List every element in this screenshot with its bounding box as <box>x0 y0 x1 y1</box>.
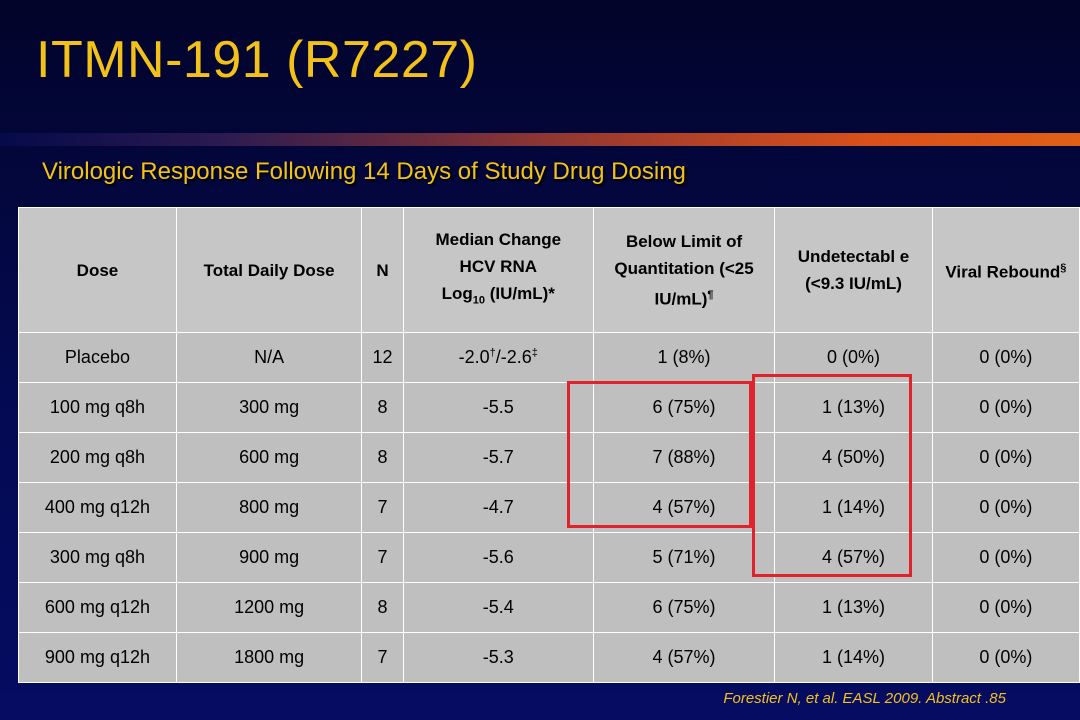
cell-n: 8 <box>361 382 404 433</box>
header-below-limit-sup: ¶ <box>707 288 714 301</box>
cell-total: 600 mg <box>175 432 363 483</box>
cell-rebound: 0 (0%) <box>931 532 1080 583</box>
table-row: 300 mg q8h 900 mg 7 -5.6 5 (71%) 4 (57%)… <box>18 532 1080 583</box>
table-row: 100 mg q8h 300 mg 8 -5.5 6 (75%) 1 (13%)… <box>18 382 1080 433</box>
cell-dose: Placebo <box>18 332 177 383</box>
cell-dose: 400 mg q12h <box>18 482 177 533</box>
results-table: Dose Total Daily Dose N Median Change HC… <box>18 207 1080 683</box>
cell-dose: 600 mg q12h <box>18 582 177 633</box>
cell-rebound: 0 (0%) <box>931 632 1080 683</box>
cell-median: -5.6 <box>402 532 594 583</box>
highlight-box-below-limit <box>567 381 752 528</box>
table-header-row: Dose Total Daily Dose N Median Change HC… <box>18 207 1080 333</box>
header-median-sub: 10 <box>472 294 486 307</box>
cell-rebound: 0 (0%) <box>931 582 1080 633</box>
header-dose: Dose <box>18 207 177 333</box>
cell-median: -5.5 <box>402 382 594 433</box>
slide-title: ITMN-191 (R7227) <box>36 31 478 89</box>
median-a-sup: † <box>489 347 496 359</box>
cell-median: -5.7 <box>402 432 594 483</box>
table-row: 600 mg q12h 1200 mg 8 -5.4 6 (75%) 1 (13… <box>18 582 1080 633</box>
median-sep: /-2.6 <box>495 347 532 367</box>
cell-undetectable: 1 (14%) <box>774 632 933 683</box>
accent-bar <box>0 133 1080 146</box>
cell-n: 12 <box>361 332 404 383</box>
cell-dose: 100 mg q8h <box>18 382 177 433</box>
cell-rebound: 0 (0%) <box>931 432 1080 483</box>
cell-median: -5.3 <box>402 632 594 683</box>
header-below-limit: Below Limit of Quantitation (<25 IU/mL)¶ <box>592 207 776 333</box>
cell-undetectable: 4 (50%) <box>774 432 933 483</box>
cell-median: -2.0†/-2.6‡ <box>402 332 594 383</box>
median-b-sup: ‡ <box>531 347 538 359</box>
cell-below-limit: 6 (75%) <box>592 582 776 633</box>
citation: Forestier N, et al. EASL 2009. Abstract … <box>723 690 1006 707</box>
table-row: 900 mg q12h 1800 mg 7 -5.3 4 (57%) 1 (14… <box>18 632 1080 683</box>
cell-below-limit: 1 (8%) <box>592 332 776 383</box>
cell-undetectable: 1 (13%) <box>774 582 933 633</box>
cell-total: 900 mg <box>175 532 363 583</box>
cell-total: 1800 mg <box>175 632 363 683</box>
cell-total: 800 mg <box>175 482 363 533</box>
cell-undetectable: 1 (13%) <box>774 382 933 433</box>
cell-n: 8 <box>361 582 404 633</box>
cell-total: 300 mg <box>175 382 363 433</box>
cell-below-limit: 7 (88%) <box>592 432 776 483</box>
header-viral-rebound: Viral Rebound§ <box>931 207 1080 333</box>
cell-rebound: 0 (0%) <box>931 382 1080 433</box>
header-viral-rebound-sup: § <box>1060 261 1067 274</box>
header-median-change: Median Change HCV RNA Log10 (IU/mL)* <box>402 207 594 333</box>
table-row: 200 mg q8h 600 mg 8 -5.7 7 (88%) 4 (50%)… <box>18 432 1080 483</box>
header-total-daily-dose: Total Daily Dose <box>175 207 363 333</box>
table-row: 400 mg q12h 800 mg 7 -4.7 4 (57%) 1 (14%… <box>18 482 1080 533</box>
header-below-limit-text: Below Limit of Quantitation (<25 IU/mL) <box>614 231 754 309</box>
header-median-line1: Median Change <box>435 229 562 249</box>
cell-n: 7 <box>361 632 404 683</box>
header-n: N <box>361 207 404 333</box>
slide-subtitle: Virologic Response Following 14 Days of … <box>42 158 686 185</box>
median-a: -2.0 <box>458 347 490 367</box>
table-row: Placebo N/A 12 -2.0†/-2.6‡ 1 (8%) 0 (0%)… <box>18 332 1080 383</box>
cell-below-limit: 5 (71%) <box>592 532 776 583</box>
cell-undetectable: 1 (14%) <box>774 482 933 533</box>
cell-rebound: 0 (0%) <box>931 332 1080 383</box>
cell-median: -5.4 <box>402 582 594 633</box>
cell-below-limit: 4 (57%) <box>592 632 776 683</box>
cell-dose: 200 mg q8h <box>18 432 177 483</box>
header-median-tail: (IU/mL)* <box>485 283 555 303</box>
cell-n: 7 <box>361 532 404 583</box>
cell-n: 7 <box>361 482 404 533</box>
cell-n: 8 <box>361 432 404 483</box>
cell-median: -4.7 <box>402 482 594 533</box>
cell-rebound: 0 (0%) <box>931 482 1080 533</box>
cell-total: N/A <box>175 332 363 383</box>
header-median-log: Log <box>441 283 473 303</box>
header-viral-rebound-text: Viral Rebound <box>945 262 1061 282</box>
cell-below-limit: 4 (57%) <box>592 482 776 533</box>
header-median-line2: HCV RNA <box>459 256 537 276</box>
cell-dose: 900 mg q12h <box>18 632 177 683</box>
header-undetectable: Undetectabl e (<9.3 IU/mL) <box>774 207 933 333</box>
cell-total: 1200 mg <box>175 582 363 633</box>
cell-below-limit: 6 (75%) <box>592 382 776 433</box>
highlight-box-undetectable <box>752 374 912 577</box>
cell-dose: 300 mg q8h <box>18 532 177 583</box>
